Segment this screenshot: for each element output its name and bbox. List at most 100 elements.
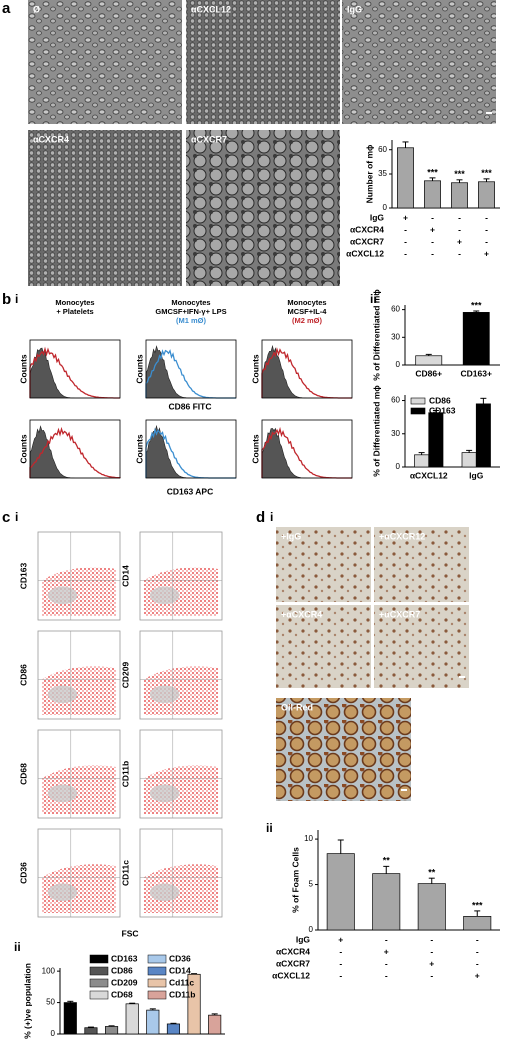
- legend-label: CD86: [429, 395, 451, 405]
- micrograph: [374, 527, 469, 602]
- condition-sign: -: [404, 224, 407, 234]
- histogram-title: Monocytes: [171, 298, 210, 307]
- condition-name: αCXCR7: [350, 236, 384, 246]
- image-label: +IgG: [281, 531, 301, 541]
- bar: [146, 1009, 160, 1035]
- significance: ***: [427, 167, 438, 177]
- histogram-y-label: Counts: [250, 354, 260, 384]
- legend-label: CD11b: [169, 989, 195, 999]
- scatter-core: [149, 685, 180, 704]
- condition-sign: -: [431, 212, 434, 222]
- y-axis-label: % (+)ve population: [22, 963, 32, 1039]
- legend-label: CD36: [169, 953, 191, 963]
- y-axis-label: % of Differentiated mϕ: [371, 385, 381, 477]
- condition-sign: -: [458, 212, 461, 222]
- bar: [462, 312, 490, 366]
- y-axis-label: % of Differentiated mϕ: [371, 289, 381, 381]
- condition-sign: -: [385, 958, 388, 968]
- histogram-control: [261, 427, 352, 479]
- condition-name: αCXCL12: [346, 248, 384, 258]
- histogram-title: (M2 mØ): [292, 316, 323, 325]
- scatter-y-label: CD36: [18, 862, 28, 884]
- condition-sign: -: [430, 934, 433, 944]
- bar: [475, 403, 491, 468]
- sub-label: ii: [370, 292, 377, 306]
- image-label: αCXCL12: [191, 4, 231, 14]
- legend-swatch: [147, 990, 167, 1000]
- legend-label: Cd11c: [169, 977, 194, 987]
- legend-label: CD163: [429, 405, 456, 415]
- condition-name: αCXCL12: [272, 970, 310, 980]
- significance: **: [383, 856, 391, 866]
- bar: [125, 1003, 139, 1035]
- condition-sign: -: [339, 958, 342, 968]
- y-tick-label: 0: [309, 925, 314, 934]
- y-tick-label: 60: [391, 305, 400, 314]
- condition-sign: -: [431, 248, 434, 258]
- condition-sign: +: [475, 970, 480, 980]
- significance: **: [428, 868, 436, 878]
- y-tick-label: 30: [391, 332, 400, 341]
- condition-sign: -: [476, 958, 479, 968]
- micrograph: [186, 130, 340, 286]
- significance: ***: [472, 900, 483, 910]
- y-axis-label: Number of mϕ: [364, 144, 374, 203]
- condition-sign: +: [484, 248, 489, 258]
- y-tick-label: 10: [304, 834, 313, 843]
- image-label: IgG: [347, 4, 362, 14]
- condition-sign: -: [339, 946, 342, 956]
- scale-bar: [459, 676, 465, 678]
- bar: [84, 1027, 98, 1035]
- panel-label: c: [2, 509, 10, 526]
- y-tick-label: 60: [378, 145, 387, 154]
- histogram-frame: [261, 419, 353, 479]
- micrograph: [276, 527, 371, 602]
- scatter-y-label: CD68: [18, 763, 28, 785]
- panel-label: a: [2, 0, 11, 17]
- histogram-title: + Platelets: [56, 307, 93, 316]
- scatter-y-label: CD86: [18, 664, 28, 686]
- condition-sign: -: [458, 224, 461, 234]
- legend-label: CD86: [111, 965, 133, 975]
- scatter-core: [47, 586, 78, 605]
- condition-name: IgG: [296, 934, 311, 944]
- x-tick-label: αCXCL12: [410, 470, 448, 480]
- image-label: αCXCR7: [191, 134, 227, 144]
- legend-swatch: [89, 978, 109, 988]
- legend-label: CD14: [169, 965, 191, 975]
- legend-swatch: [89, 954, 109, 964]
- scale-bar: [486, 112, 492, 114]
- bar: [397, 147, 414, 209]
- histogram-title: Monocytes: [55, 298, 94, 307]
- legend-label: CD209: [111, 977, 138, 987]
- histogram-control: [29, 347, 120, 399]
- bar: [478, 181, 495, 209]
- sub-label: i: [15, 510, 18, 524]
- histogram-y-label: Counts: [134, 354, 144, 384]
- histogram-frame: [29, 339, 121, 399]
- histogram-title: Monocytes: [287, 298, 326, 307]
- micrograph: [374, 605, 469, 688]
- histogram-y-label: Counts: [250, 434, 260, 464]
- sub-label: ii: [266, 821, 273, 835]
- legend-swatch: [147, 966, 167, 976]
- bar: [428, 412, 444, 468]
- scatter-core: [149, 883, 180, 902]
- bar: [424, 180, 441, 209]
- bar: [417, 883, 446, 931]
- legend-swatch: [410, 397, 426, 405]
- histogram-y-label: Counts: [18, 434, 28, 464]
- histogram-frame: [261, 339, 353, 399]
- scatter-y-label: CD14: [120, 565, 130, 587]
- x-tick-label: IgG: [469, 470, 484, 480]
- condition-sign: -: [485, 212, 488, 222]
- histogram-frame: [145, 339, 237, 399]
- condition-sign: -: [485, 224, 488, 234]
- image-label: +αCXCR4: [281, 609, 322, 619]
- condition-sign: -: [404, 248, 407, 258]
- legend-swatch: [410, 407, 426, 415]
- scatter-core: [149, 784, 180, 803]
- y-tick-label: 0: [396, 462, 401, 471]
- bar: [166, 1023, 180, 1035]
